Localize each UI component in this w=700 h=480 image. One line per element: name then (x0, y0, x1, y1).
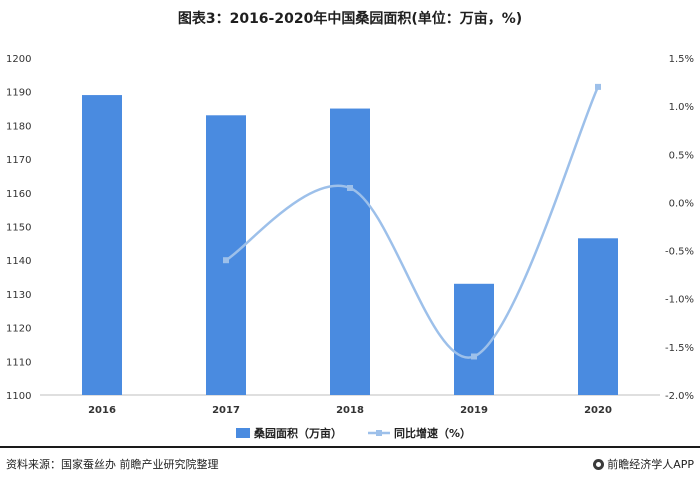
growth-point (471, 353, 477, 360)
y-left-tick-label: 1170 (6, 155, 31, 166)
growth-point (347, 184, 353, 191)
x-tick-label: 2017 (212, 405, 240, 416)
y-left-tick-label: 1120 (6, 324, 31, 335)
legend-bar-label: 桑园面积（万亩） (253, 426, 342, 440)
x-tick-label: 2016 (88, 405, 116, 416)
bar (82, 95, 122, 395)
legend-bar-swatch (236, 428, 250, 438)
y-left-tick-label: 1200 (6, 54, 31, 65)
source-text: 资料来源：国家蚕丝办 前瞻产业研究院整理 (6, 458, 219, 471)
y-left-tick-label: 1140 (6, 256, 31, 267)
y-right-tick-label: -1.0% (665, 295, 694, 306)
y-right-tick-label: -2.0% (665, 391, 694, 402)
bar (206, 115, 246, 395)
y-left-tick-label: 1110 (6, 357, 31, 368)
y-left-tick-label: 1160 (6, 189, 31, 200)
footer: 资料来源：国家蚕丝办 前瞻产业研究院整理 前瞻经济学人APP (0, 446, 700, 480)
x-tick-label: 2020 (584, 405, 612, 416)
legend-line-marker (376, 430, 382, 436)
y-left-tick-label: 1190 (6, 88, 31, 99)
x-tick-label: 2018 (336, 405, 364, 416)
growth-point (223, 257, 229, 264)
growth-line (225, 86, 600, 359)
x-tick-label: 2019 (460, 405, 488, 416)
chart-svg: 1100 1110 1120 1130 1140 1150 1160 1170 1180 1190… (6, 54, 694, 440)
y-right-tick-label: -0.5% (665, 247, 694, 258)
bar (454, 283, 494, 395)
bar (330, 108, 370, 396)
brand-text: 前瞻经济学人APP (607, 458, 694, 471)
y-left-tick-label: 1130 (6, 290, 31, 301)
y-right-tick-label: -1.5% (665, 343, 694, 354)
bar (578, 238, 618, 395)
y-right-tick-label: 0.0% (669, 198, 694, 209)
y-right-tick-label: 0.5% (669, 150, 694, 161)
y-left-tick-label: 1100 (6, 391, 31, 402)
y-right-tick-label: 1.0% (669, 102, 694, 113)
y-left-tick-label: 1150 (6, 223, 31, 234)
brand: 前瞻经济学人APP (593, 456, 694, 472)
y-left-tick-label: 1180 (6, 121, 31, 132)
brand-logo-icon (593, 458, 605, 470)
growth-point (595, 83, 601, 90)
legend-line-label: 同比增速（%） (394, 426, 471, 440)
chart-title: 图表3：2016-2020年中国桑园面积(单位：万亩，%) (177, 11, 523, 27)
y-right-tick-label: 1.5% (669, 54, 694, 65)
